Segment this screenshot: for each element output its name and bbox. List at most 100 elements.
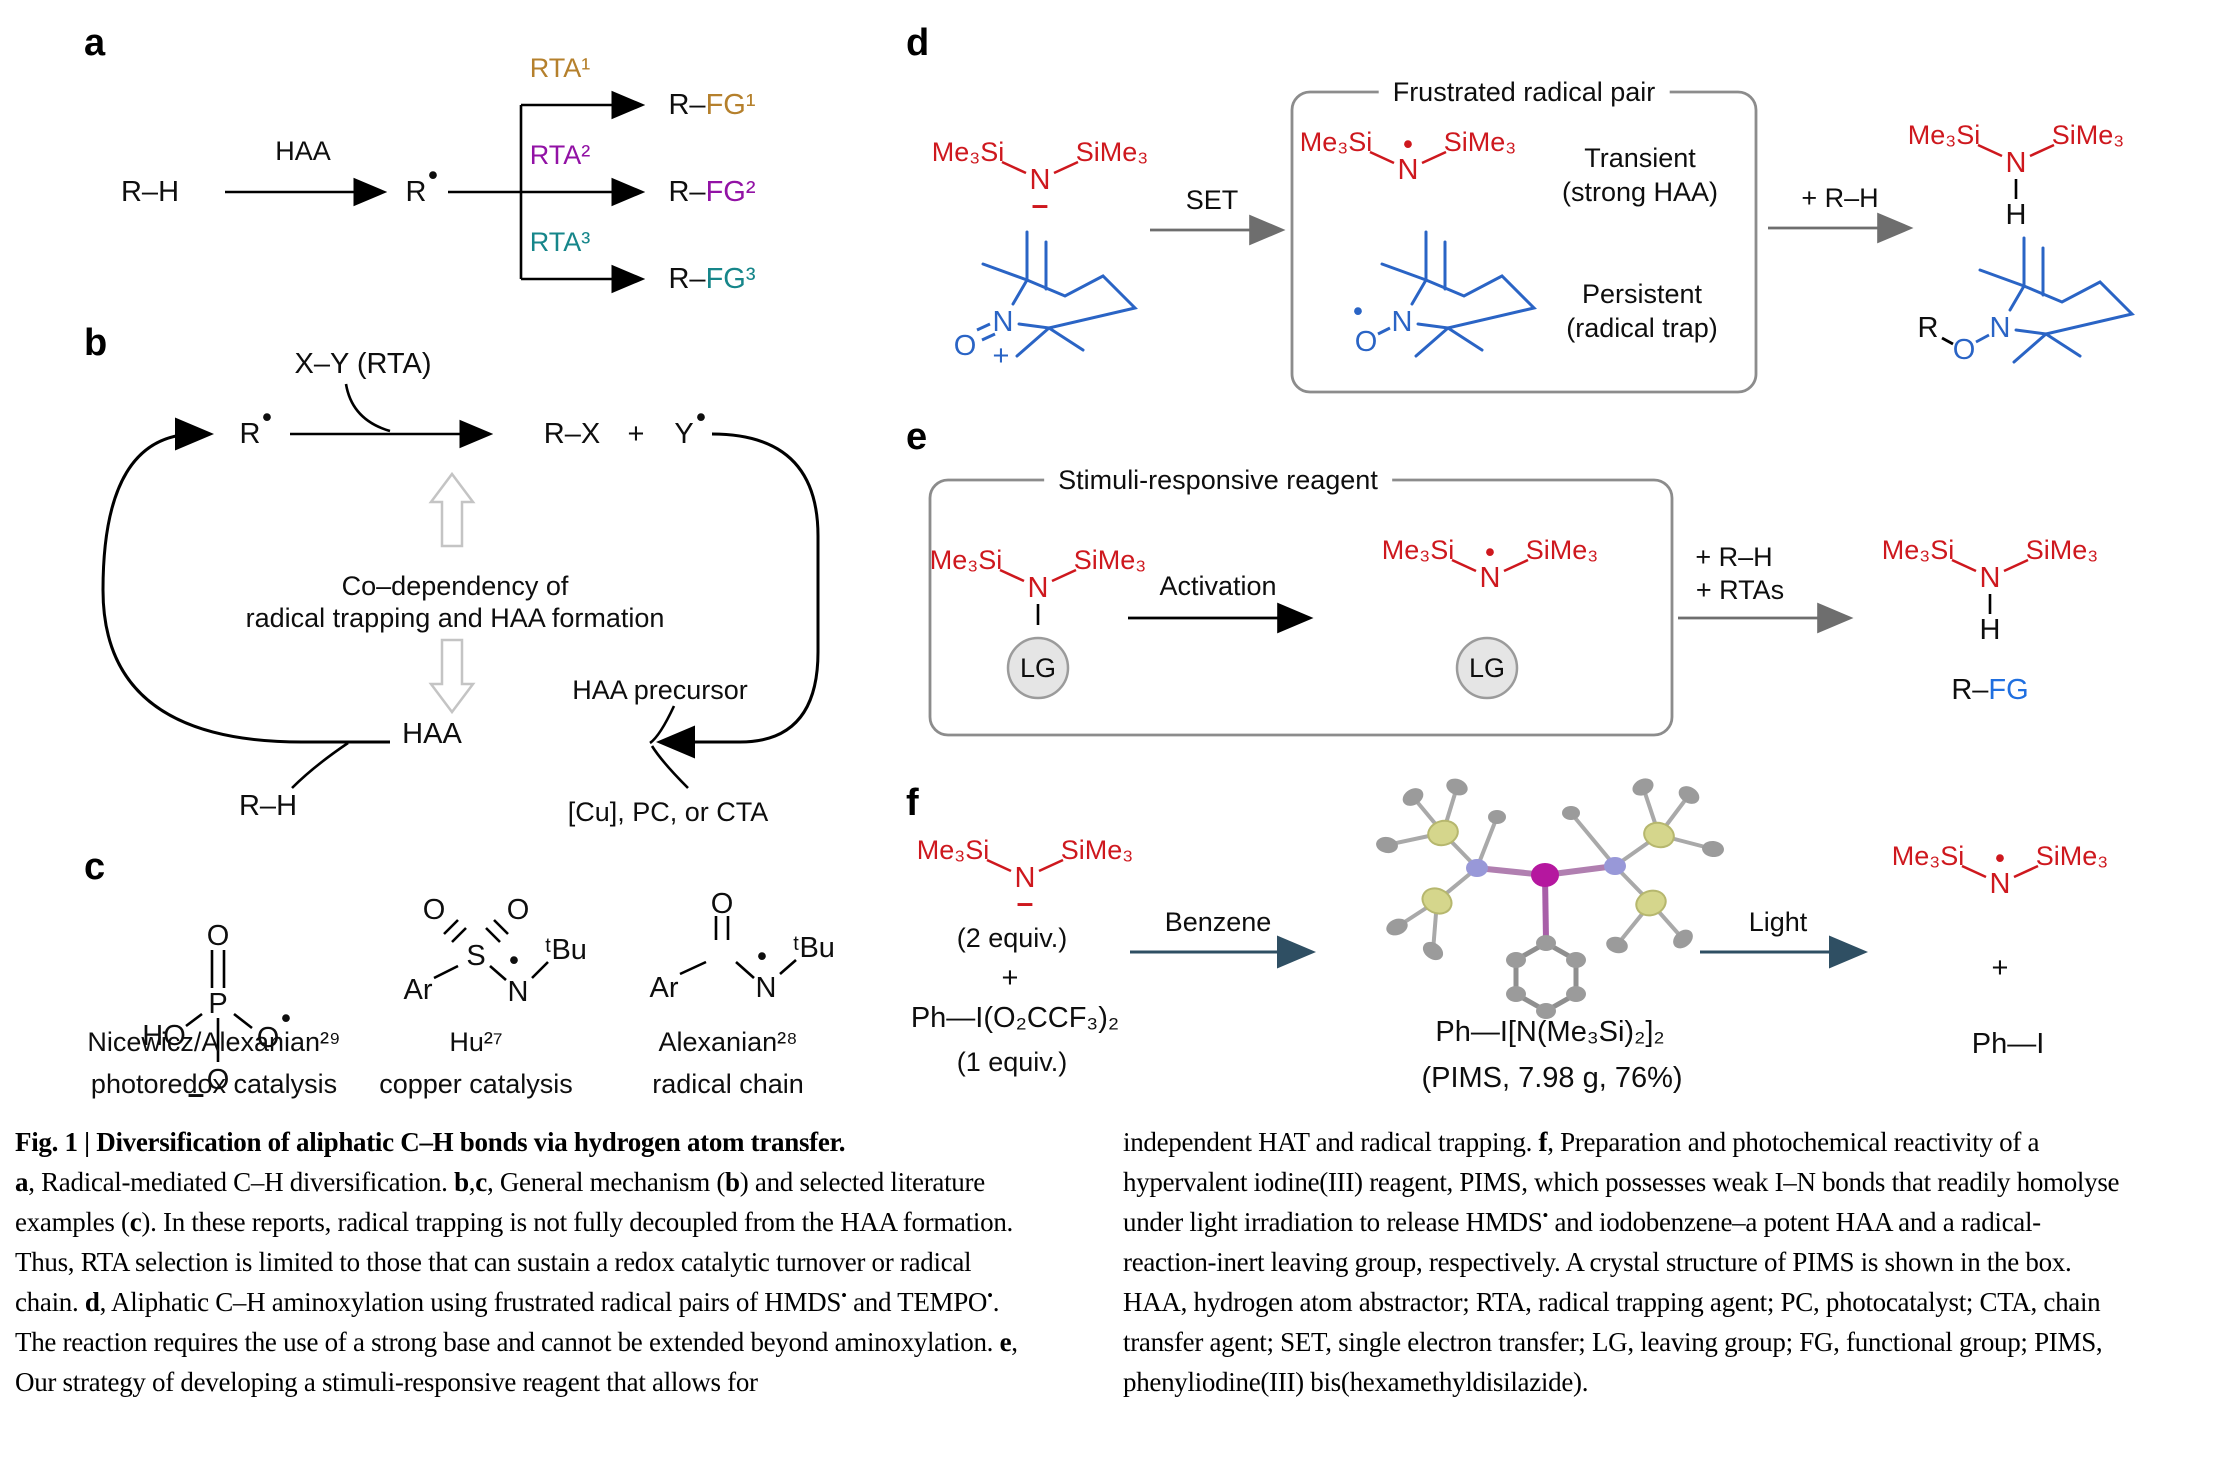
radical-dot-icon: •: [1995, 842, 2005, 873]
sime3-label: SiMe₃: [1060, 834, 1134, 865]
caption-bold-segment: b: [725, 1167, 740, 1197]
oxoammonium-double-bond: [976, 322, 996, 342]
sime3-label: SiMe₃: [2035, 840, 2109, 871]
ref-nicewicz-alexanian: Nicewicz/Alexanian²⁹: [87, 1026, 341, 1057]
method-copper: copper catalysis: [379, 1068, 573, 1099]
bond-line: [1001, 160, 1027, 175]
transient-label: Transient: [1584, 142, 1696, 173]
bond-line: [1038, 858, 1064, 873]
product-rfg3: R–FG³: [668, 262, 756, 295]
iodobenzene-label: Ph—I: [1971, 1027, 2045, 1060]
pims-crystal-structure: [1376, 778, 1724, 1019]
sime3-label: SiMe₃: [1525, 534, 1599, 565]
transient-sublabel: (strong HAA): [1561, 176, 1719, 207]
r-o-tempo-bonds: [1941, 333, 1990, 346]
oxygen-label: O: [422, 893, 446, 926]
hydrogen-label: H: [1979, 613, 2001, 646]
rta1-label: RTA¹: [529, 52, 591, 83]
sulfur-label: S: [466, 939, 486, 972]
caption-text-segment: ) and selected literature examples (: [15, 1167, 985, 1237]
method-radical-chain: radical chain: [652, 1068, 804, 1099]
nitrogen-label: N: [1989, 311, 2011, 344]
nitrogen-label: N: [1029, 163, 1051, 196]
oxygen-label: O: [953, 329, 977, 362]
plus-charge: +: [992, 339, 1010, 372]
bond-line: [1421, 150, 1447, 165]
panel-label-c: c: [84, 846, 106, 888]
caption-bold-segment: e: [999, 1327, 1012, 1357]
bond-line: [1053, 160, 1079, 175]
plus-rh-label: + R–H: [1801, 182, 1879, 213]
bond-line: [1051, 568, 1077, 583]
caption-bold-segment: c: [129, 1207, 142, 1237]
caption-text-segment: . The reaction requires the use of a str…: [15, 1287, 1000, 1357]
radical-dot-icon: •: [1485, 536, 1495, 567]
amidyl-radical-structure: [679, 916, 797, 979]
haa-label: HAA: [402, 717, 462, 750]
caption-text-segment: and TEMPO: [846, 1287, 988, 1317]
phosphorus-label: P: [208, 987, 228, 1020]
me3si-label: Me₃Si: [1891, 840, 1965, 871]
rx-product: R–X: [543, 417, 601, 450]
aryl-label: Ar: [403, 973, 433, 1006]
caption-text-segment: , Our strategy of developing a stimuli-r…: [15, 1327, 1018, 1397]
bond-line: [999, 568, 1025, 583]
nitrogen-label: N: [755, 971, 777, 1004]
nitrogen-label: N: [1014, 861, 1036, 894]
equiv2-label: (2 equiv.): [956, 922, 1068, 953]
bond-line: [1451, 558, 1477, 573]
bond-line: [1977, 143, 2003, 158]
caption-text-segment: , General mechanism (: [486, 1167, 726, 1197]
bond-line: [1961, 864, 1987, 879]
haa-precursor-label: HAA precursor: [572, 674, 748, 705]
caption-text-segment: ). In these reports, radical trapping is…: [15, 1207, 1013, 1317]
nitrogen-label: N: [507, 975, 529, 1008]
minus-charge: –: [1016, 886, 1034, 920]
sime3-label: SiMe₃: [2025, 534, 2099, 565]
plus-rh-label: + R–H: [1695, 541, 1773, 572]
oxygen-label: O: [206, 1063, 230, 1096]
frustrated-pair-title: Frustrated radical pair: [1378, 77, 1670, 106]
radical-dot-icon: •: [262, 401, 272, 432]
phi-tfa-formula: Ph—I(O₂CCF₃)₂: [910, 1001, 1120, 1034]
tbu-label: ᵗBu: [545, 933, 587, 966]
caption-text-segment: •: [1542, 1206, 1549, 1225]
equiv1-label: (1 equiv.): [956, 1046, 1068, 1077]
sime3-label: SiMe₃: [1073, 544, 1147, 575]
oxygen-label: O: [1354, 325, 1378, 358]
plus-sign: +: [1001, 961, 1019, 994]
product-rfg: R–FG: [1951, 673, 2029, 706]
me3si-label: Me₃Si: [1881, 534, 1955, 565]
caption-text-segment: , Preparation and photochemical reactivi…: [1123, 1127, 2120, 1237]
bond-line: [2013, 864, 2039, 879]
oxygen-label: O: [256, 1021, 280, 1054]
codependency-arrows: [428, 471, 476, 715]
product-rfg2: R–FG²: [668, 175, 756, 208]
panel-label-e: e: [906, 416, 928, 458]
nitrogen-label: N: [1479, 561, 1501, 594]
lg-label: LG: [1019, 652, 1057, 683]
caption-bold-segment: a: [15, 1167, 29, 1197]
panel-label-f: f: [906, 782, 919, 824]
activation-label: Activation: [1159, 570, 1277, 601]
hydrogen-label: H: [2005, 198, 2027, 231]
nitrogen-label: N: [992, 305, 1014, 338]
panel-a-arrows: [225, 90, 646, 294]
bond-line: [1369, 150, 1395, 165]
bond-line: [1951, 558, 1977, 573]
plus-sign: +: [627, 417, 645, 450]
nitrogen-label: N: [1979, 561, 2001, 594]
light-label: Light: [1748, 906, 1808, 937]
sulfonamidyl-radical-structure: [433, 919, 549, 981]
me3si-label: Me₃Si: [916, 834, 990, 865]
radical-dot-icon: •: [281, 1002, 291, 1033]
caption-bold-segment: f: [1538, 1127, 1548, 1157]
caption-text-segment: •: [841, 1286, 847, 1305]
bond-line: [1503, 558, 1529, 573]
nitrogen-label: N: [1027, 571, 1049, 604]
hydroxyl-label: HO: [142, 1019, 186, 1052]
panel-label-d: d: [906, 22, 930, 64]
aryl-label: Ar: [649, 971, 679, 1004]
minus-charge: –: [1031, 188, 1049, 222]
